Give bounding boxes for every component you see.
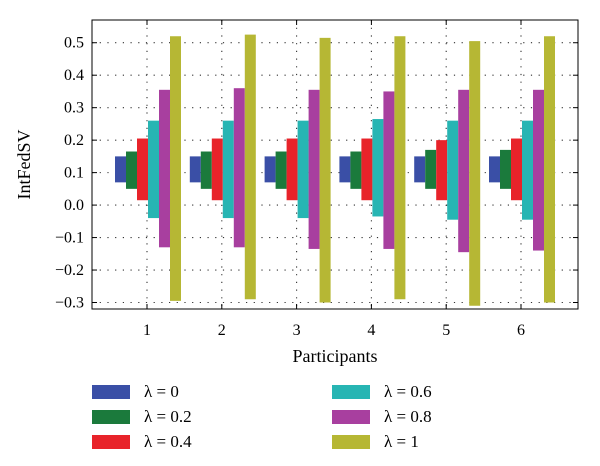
x-axis-label: Participants <box>293 346 378 366</box>
bar <box>533 89 544 251</box>
bar <box>137 138 148 201</box>
legend: λ = 0 λ = 0.2 λ = 0.4 λ = 0.6 λ = 0.8 λ = 1 <box>92 382 512 452</box>
bar <box>148 120 159 219</box>
bar <box>425 149 437 189</box>
bars <box>115 34 555 306</box>
bar <box>264 156 276 183</box>
legend-item: λ = 0.4 <box>92 432 192 452</box>
y-tick-label: −0.2 <box>55 262 84 279</box>
x-tick-label: 5 <box>442 322 450 339</box>
bar <box>500 149 511 189</box>
bar <box>159 89 170 248</box>
bar <box>244 34 256 300</box>
x-tick-label: 6 <box>517 322 525 339</box>
legend-item: λ = 0.8 <box>332 407 432 427</box>
bar <box>200 151 212 189</box>
x-tick-label: 1 <box>143 322 151 339</box>
y-tick-label: 0.1 <box>64 165 84 182</box>
x-tick-label: 2 <box>218 322 226 339</box>
bar <box>211 138 223 201</box>
legend-label: λ = 1 <box>384 432 419 451</box>
legend-swatch <box>92 435 130 449</box>
bar <box>372 119 384 217</box>
legend-label: λ = 0.8 <box>384 407 432 426</box>
y-tick-label: 0.4 <box>64 67 84 84</box>
bar <box>361 138 373 201</box>
bar <box>383 91 395 249</box>
legend-label: λ = 0 <box>144 382 179 401</box>
legend-swatch <box>332 410 370 424</box>
ticks: 0.5 0.4 0.3 0.2 0.1 0.0 −0.1 −0.2 −0.3 1 2 3 4 5 6 <box>55 20 578 339</box>
bar <box>511 138 522 201</box>
y-tick-label: 0.5 <box>64 35 84 52</box>
y-axis-label: IntFedSV <box>14 129 34 199</box>
legend-swatch <box>332 435 370 449</box>
legend-swatch <box>92 410 130 424</box>
bar <box>350 151 362 189</box>
legend-item: λ = 0.6 <box>332 382 432 402</box>
legend-item: λ = 0.2 <box>92 407 192 427</box>
legend-item: λ = 1 <box>332 432 419 452</box>
bar <box>115 156 126 183</box>
y-tick-label: 0.2 <box>64 132 84 149</box>
x-tick-label: 3 <box>293 322 301 339</box>
bar <box>489 156 500 183</box>
legend-swatch <box>92 385 130 399</box>
bar <box>436 140 448 201</box>
bar <box>222 120 234 219</box>
plot-frame <box>91 19 579 310</box>
bar <box>319 37 331 303</box>
bar <box>339 156 351 183</box>
legend-item: λ = 0 <box>92 382 179 402</box>
legend-label: λ = 0.4 <box>144 432 192 451</box>
bar <box>286 138 298 201</box>
y-tick-label: −0.3 <box>55 295 84 312</box>
bar <box>233 88 245 248</box>
bar <box>126 151 137 189</box>
bar <box>447 120 459 220</box>
legend-swatch <box>332 385 370 399</box>
y-tick-label: 0.3 <box>64 100 84 117</box>
bar <box>394 36 406 300</box>
bar <box>458 89 470 253</box>
bar <box>544 36 555 303</box>
bar <box>189 156 201 183</box>
bar <box>522 120 533 220</box>
bar <box>308 89 320 249</box>
bar <box>469 41 481 306</box>
bar <box>414 156 426 183</box>
bar-chart: 0.5 0.4 0.3 0.2 0.1 0.0 −0.1 −0.2 −0.3 1 2 3 4 5 6 Int… <box>14 19 579 366</box>
y-tick-label: 0.0 <box>64 197 84 214</box>
legend-label: λ = 0.2 <box>144 407 192 426</box>
bar <box>170 36 181 301</box>
legend-label: λ = 0.6 <box>384 382 432 401</box>
x-tick-label: 4 <box>367 322 375 339</box>
bar <box>275 151 287 189</box>
bar <box>297 120 309 219</box>
y-tick-label: −0.1 <box>55 230 84 247</box>
